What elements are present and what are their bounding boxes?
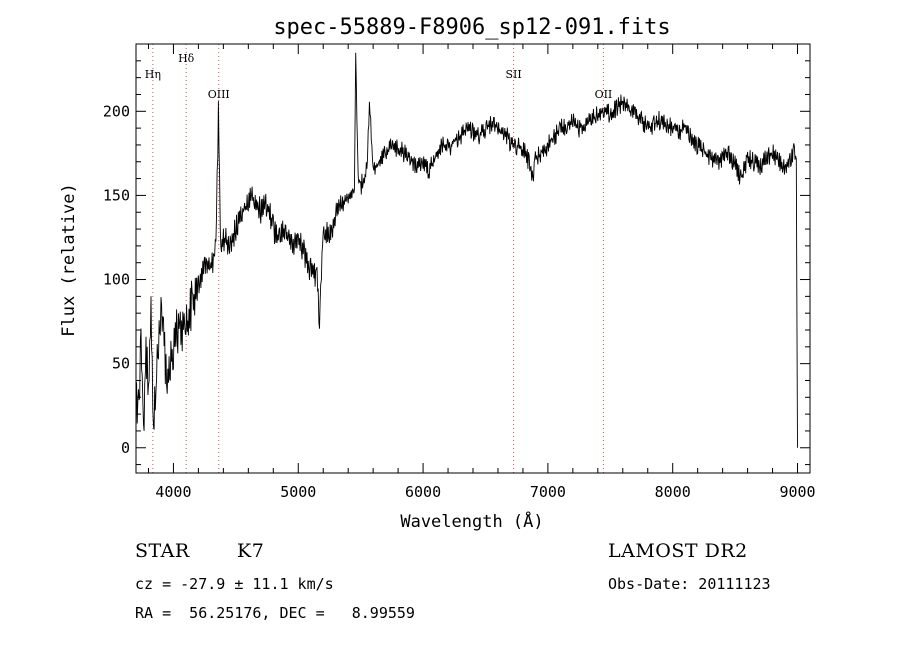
x-tick-label: 5000 xyxy=(280,483,316,501)
x-tick-label: 6000 xyxy=(405,483,441,501)
x-axis-label: Wavelength (Å) xyxy=(400,510,543,532)
y-tick-label: 100 xyxy=(103,271,130,289)
x-tick-label: 8000 xyxy=(655,483,691,501)
spectrum-line xyxy=(135,52,798,448)
y-tick-label: 200 xyxy=(103,102,130,120)
marker-label: Hη xyxy=(145,68,161,81)
object-subclass: K7 xyxy=(237,540,265,562)
y-tick-label: 0 xyxy=(121,439,130,457)
spectrum-series xyxy=(135,52,798,448)
observation-date: Obs-Date: 20111123 xyxy=(608,575,771,593)
survey-name: LAMOST DR2 xyxy=(608,540,748,562)
sky-coordinates: RA = 56.25176, DEC = 8.99559 xyxy=(135,604,415,622)
marker-label: Hδ xyxy=(178,52,195,65)
marker-label: SII xyxy=(505,68,521,81)
object-class: STAR xyxy=(135,540,190,562)
plot-frame xyxy=(135,43,811,474)
marker-label: OIII xyxy=(208,88,230,101)
axis-ticks: 4000 5000 6000 7000 8000 9000 0 50 100 150 200 xyxy=(103,44,816,501)
chart-title: spec-55889-F8906_sp12-091.fits xyxy=(273,15,670,40)
y-axis-label: Flux (relative) xyxy=(59,183,79,337)
spectrum-chart: spec-55889-F8906_sp12-091.fits Hη Hδ OIII S… xyxy=(59,15,816,532)
y-tick-label: 50 xyxy=(112,355,130,373)
redshift-velocity: cz = -27.9 ± 11.1 km/s xyxy=(135,575,334,593)
x-tick-label: 9000 xyxy=(779,483,815,501)
marker-label: OII xyxy=(595,88,613,101)
emission-line-markers: Hη Hδ OIII SII OII xyxy=(145,44,613,473)
y-tick-label: 150 xyxy=(103,186,130,204)
x-tick-label: 4000 xyxy=(155,483,191,501)
x-tick-label: 7000 xyxy=(530,483,566,501)
